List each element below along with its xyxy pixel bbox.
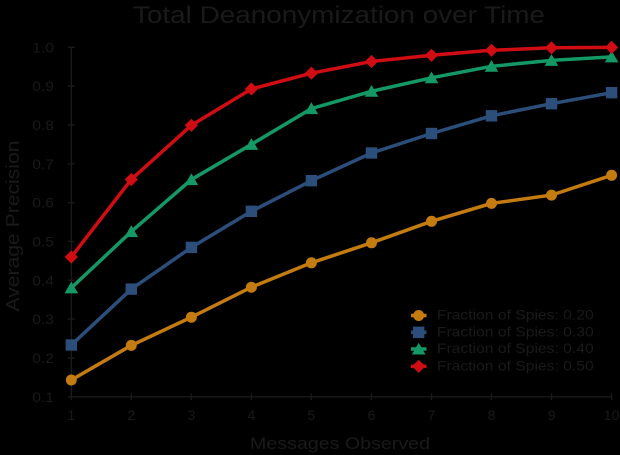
svg-text:Total Deanonymization over Tim: Total Deanonymization over Time <box>133 2 545 29</box>
svg-text:0.1: 0.1 <box>32 389 54 405</box>
svg-text:Messages Observed: Messages Observed <box>250 434 430 453</box>
svg-text:3: 3 <box>188 407 196 423</box>
svg-text:0.6: 0.6 <box>32 195 54 211</box>
svg-text:Fraction of Spies: 0.30: Fraction of Spies: 0.30 <box>437 323 594 339</box>
svg-text:2: 2 <box>127 407 135 423</box>
svg-text:0.3: 0.3 <box>32 311 54 327</box>
svg-text:7: 7 <box>428 407 436 423</box>
svg-text:0.7: 0.7 <box>32 156 54 172</box>
svg-text:10: 10 <box>604 407 620 423</box>
svg-text:5: 5 <box>308 407 316 423</box>
svg-text:Fraction of Spies: 0.20: Fraction of Spies: 0.20 <box>437 307 594 323</box>
svg-text:1: 1 <box>67 407 75 423</box>
svg-text:Fraction of Spies: 0.50: Fraction of Spies: 0.50 <box>437 357 594 373</box>
svg-text:1.0: 1.0 <box>32 39 54 55</box>
svg-text:0.2: 0.2 <box>32 350 54 366</box>
svg-text:0.4: 0.4 <box>32 272 54 288</box>
svg-text:9: 9 <box>548 407 556 423</box>
svg-text:6: 6 <box>368 407 376 423</box>
svg-text:Fraction of Spies: 0.40: Fraction of Spies: 0.40 <box>437 340 594 356</box>
svg-text:0.9: 0.9 <box>32 78 54 94</box>
svg-text:Average Precision: Average Precision <box>2 141 23 312</box>
svg-text:0.8: 0.8 <box>32 117 54 133</box>
svg-text:8: 8 <box>488 407 496 423</box>
svg-text:0.5: 0.5 <box>32 234 54 250</box>
svg-text:4: 4 <box>248 407 256 423</box>
